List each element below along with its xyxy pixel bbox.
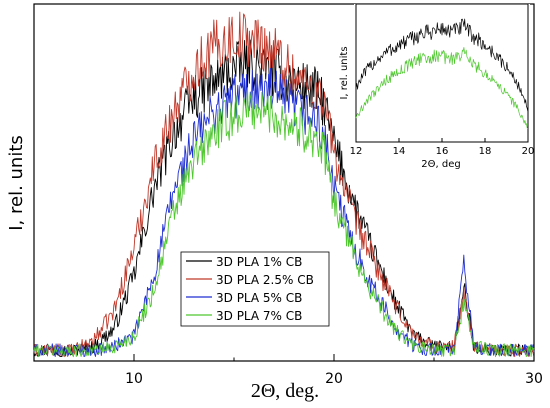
inset-x-tick-label-4: 18: [479, 146, 492, 157]
legend: 3D PLA 1% CB 3D PLA 2.5% CB 3D PLA 5% CB…: [180, 251, 330, 327]
main-x-axis-label: 2Θ, deg.: [251, 380, 319, 402]
legend-label-1: 3D PLA 1% CB: [216, 255, 302, 269]
legend-box: [180, 251, 330, 327]
inset-x-axis-label: 2Θ, deg: [421, 159, 460, 170]
inset-series-line-1: [355, 18, 529, 113]
inset-x-tick-label-5: 20: [522, 146, 535, 157]
main-x-tick-label-1: 10: [125, 371, 143, 387]
inset-series-line-2: [355, 47, 529, 129]
legend-label-2: 3D PLA 2.5% CB: [216, 273, 314, 287]
inset-y-axis-label: I, rel. units: [339, 46, 350, 99]
main-x-axis: 10 20 30: [33, 354, 543, 387]
inset-x-tick-label-1: 12: [350, 146, 363, 157]
main-x-tick-label-2: 20: [325, 371, 343, 387]
inset-x-axis: 12 14 16 18 20: [350, 138, 535, 157]
legend-label-3: 3D PLA 5% CB: [216, 291, 302, 305]
inset-x-tick-label-3: 16: [436, 146, 449, 157]
main-y-axis-label: I, rel. units: [6, 135, 27, 231]
inset-series-group: [355, 18, 529, 129]
main-series-line-3: [33, 67, 535, 358]
main-plot-frame: [33, 3, 535, 362]
main-series-group: [33, 11, 535, 358]
inset-background: [354, 4, 530, 142]
main-series-line-4: [33, 87, 535, 358]
legend-label-4: 3D PLA 7% CB: [216, 309, 302, 323]
main-x-tick-label-3: 30: [525, 371, 543, 387]
inset-x-tick-label-2: 14: [393, 146, 406, 157]
